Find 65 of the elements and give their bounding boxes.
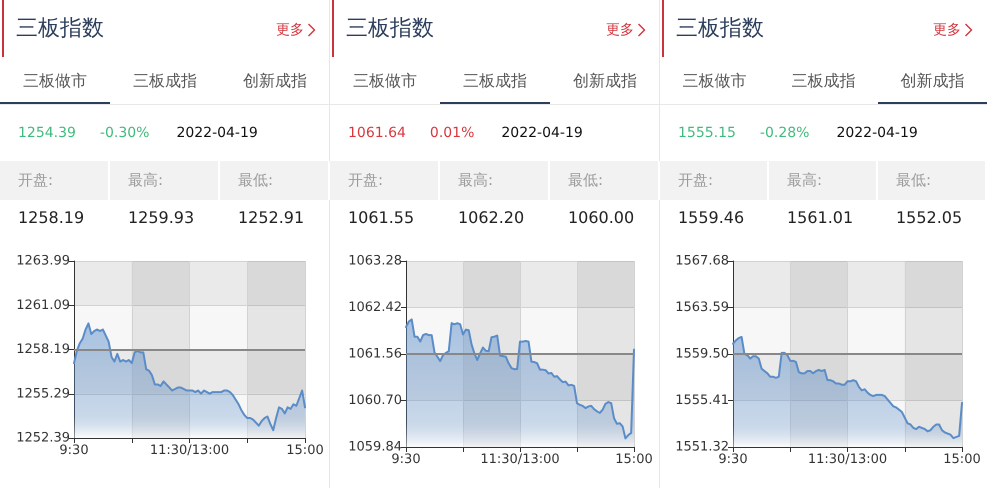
text: 最低: bbox=[220, 161, 330, 200]
chart-title: 三板指数 bbox=[16, 15, 104, 43]
text: -0.30% bbox=[100, 124, 150, 143]
y-tick-label: 1060.70 bbox=[348, 393, 402, 408]
x-tick-label: 15:00 bbox=[615, 452, 653, 467]
text: 1060.00 bbox=[567, 207, 636, 229]
text: 1559.46 bbox=[677, 207, 746, 229]
text: 开盘: bbox=[660, 161, 769, 200]
y-tick-label: 1059.84 bbox=[348, 440, 402, 454]
y-tick-label: 1555.41 bbox=[675, 393, 729, 408]
x-tick-label: 11:30/13:00 bbox=[150, 443, 230, 458]
y-tick-label: 1062.42 bbox=[348, 300, 402, 315]
x-tick-label: 15:00 bbox=[943, 452, 981, 467]
y-tick-label: 1258.19 bbox=[16, 342, 70, 357]
y-tick-label: 1551.32 bbox=[675, 440, 729, 454]
chart-title: 三板指数 bbox=[676, 15, 764, 43]
text: 最高: bbox=[769, 161, 878, 200]
text: 2022-04-19 bbox=[176, 124, 258, 143]
text: 1061.55 bbox=[347, 207, 416, 229]
text: 1561.01 bbox=[786, 207, 854, 229]
text: 开盘: bbox=[330, 161, 440, 200]
y-tick-label: 1261.09 bbox=[16, 298, 70, 313]
x-tick-label: 9:30 bbox=[718, 452, 748, 467]
text: 1552.05 bbox=[895, 207, 964, 229]
y-tick-label: 1061.56 bbox=[348, 346, 402, 362]
text: 1259.93 bbox=[127, 207, 196, 229]
text: 开盘: bbox=[0, 161, 110, 200]
text: 更多 bbox=[933, 21, 961, 40]
y-tick-label: 1567.68 bbox=[675, 254, 729, 268]
text: 最高: bbox=[110, 161, 220, 200]
text: 1061.64 bbox=[348, 124, 406, 143]
text: 1252.91 bbox=[237, 207, 306, 229]
x-tick-label: 9:30 bbox=[391, 452, 421, 467]
x-tick-label: 9:30 bbox=[59, 443, 89, 458]
text: 0.01% bbox=[430, 124, 474, 143]
chart-title: 三板指数 bbox=[346, 15, 434, 43]
text: 1254.39 bbox=[18, 124, 76, 143]
text: 1555.15 bbox=[678, 124, 736, 143]
text: 最低: bbox=[550, 161, 660, 200]
y-tick-label: 1563.59 bbox=[675, 300, 729, 315]
text: -0.28% bbox=[760, 124, 810, 143]
text: 2022-04-19 bbox=[501, 124, 583, 143]
y-tick-label: 1063.28 bbox=[348, 254, 402, 268]
y-tick-label: 1263.99 bbox=[16, 254, 70, 268]
text: 三板成指 bbox=[440, 60, 550, 104]
text: 三板成指 bbox=[132, 70, 198, 92]
y-tick-label: 1255.29 bbox=[16, 386, 70, 402]
text: 创新成指 bbox=[242, 70, 308, 92]
text: 三板做市 bbox=[352, 70, 418, 92]
text: 更多 bbox=[606, 21, 634, 40]
x-tick-label: 11:30/13:00 bbox=[808, 452, 888, 467]
text: 最低: bbox=[878, 161, 987, 200]
text: 三板做市 bbox=[0, 60, 110, 104]
y-tick-label: 1252.39 bbox=[16, 430, 70, 446]
text: 三板做市 bbox=[682, 70, 748, 92]
text: 三板成指 bbox=[790, 70, 856, 92]
text: 最高: bbox=[440, 161, 550, 200]
text: 1062.20 bbox=[457, 207, 526, 229]
x-tick-label: 15:00 bbox=[286, 443, 324, 458]
text: 创新成指 bbox=[878, 60, 987, 104]
x-tick-label: 11:30/13:00 bbox=[480, 452, 560, 467]
text: 更多 bbox=[276, 21, 304, 40]
text: 创新成指 bbox=[572, 70, 638, 92]
y-tick-label: 1559.50 bbox=[675, 346, 729, 362]
text: 2022-04-19 bbox=[836, 124, 918, 143]
